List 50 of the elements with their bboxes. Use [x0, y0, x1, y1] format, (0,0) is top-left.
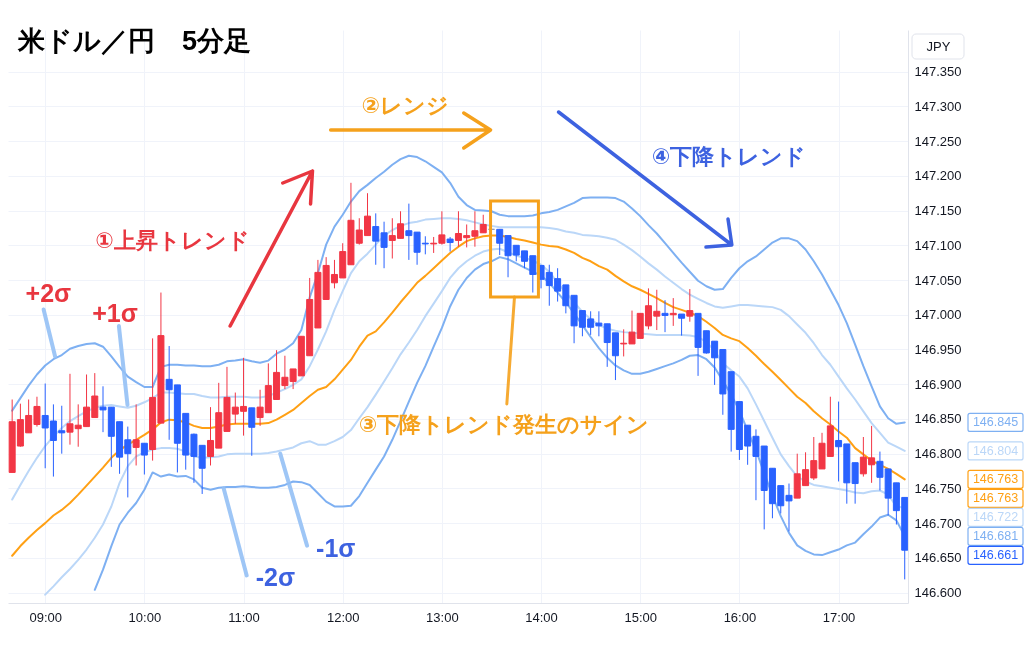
annotation: +1σ: [92, 299, 138, 328]
annotation: ①上昇トレンド: [95, 228, 250, 253]
y-tick-label: 146.750: [914, 480, 962, 496]
y-tick-label: 147.000: [914, 307, 962, 323]
y-tick-label: 146.900: [914, 376, 962, 392]
line-series: [11, 217, 906, 501]
y-tick-label: 147.150: [914, 203, 962, 219]
text: 146.763: [972, 472, 1019, 487]
y-tick-label: 146.950: [914, 341, 962, 357]
text: 146.763: [972, 491, 1019, 506]
annotation: +2σ: [25, 279, 72, 308]
x-tick-label: 15:00: [624, 609, 657, 625]
x-tick-label: 11:00: [228, 609, 260, 625]
y-tick-label: 147.200: [914, 168, 962, 184]
y-tick-label: 146.800: [914, 446, 962, 462]
annotation: ③下降トレンド発生のサイン: [358, 412, 650, 437]
text: 146.722: [972, 510, 1019, 525]
annotation: ④下降トレンド: [651, 144, 807, 169]
candlestick: [132, 403, 140, 466]
x-tick-label: 16:00: [723, 609, 757, 625]
annotation: -2σ: [255, 563, 296, 592]
y-tick-label: 146.650: [914, 550, 962, 566]
annotation: -1σ: [316, 533, 356, 562]
candlestick: [661, 299, 669, 333]
y-axis-title: JPY: [926, 39, 951, 54]
y-tick-label: 146.600: [914, 585, 962, 601]
x-tick-label: 13:00: [426, 609, 459, 625]
candlestick: [248, 407, 256, 457]
y-tick-label: 147.050: [914, 272, 962, 288]
chart-title: 米ドル／円 5分足: [17, 26, 252, 56]
y-tick-label: 147.250: [914, 133, 962, 149]
y-tick-label: 147.300: [914, 98, 962, 114]
text: 146.681: [972, 529, 1019, 544]
y-tick-label: 147.100: [914, 237, 962, 253]
candlestick: [678, 313, 686, 337]
text: 146.661: [972, 548, 1019, 563]
text: 146.845: [972, 415, 1019, 430]
x-tick-label: 14:00: [525, 609, 558, 625]
y-tick-label: 146.700: [914, 515, 962, 531]
candlestick: [446, 236, 454, 253]
candlestick: [686, 288, 694, 323]
annotation: ②レンジ: [361, 93, 450, 118]
x-tick-label: 17:00: [822, 609, 856, 625]
y-tick-label: 147.350: [914, 64, 962, 80]
text: 146.804: [972, 443, 1019, 458]
y-tick-label: 146.850: [914, 411, 962, 427]
x-tick-label: 10:00: [128, 609, 162, 625]
candlestick: [140, 442, 148, 476]
x-tick-label: 12:00: [326, 609, 360, 625]
x-tick-label: 09:00: [29, 609, 62, 625]
